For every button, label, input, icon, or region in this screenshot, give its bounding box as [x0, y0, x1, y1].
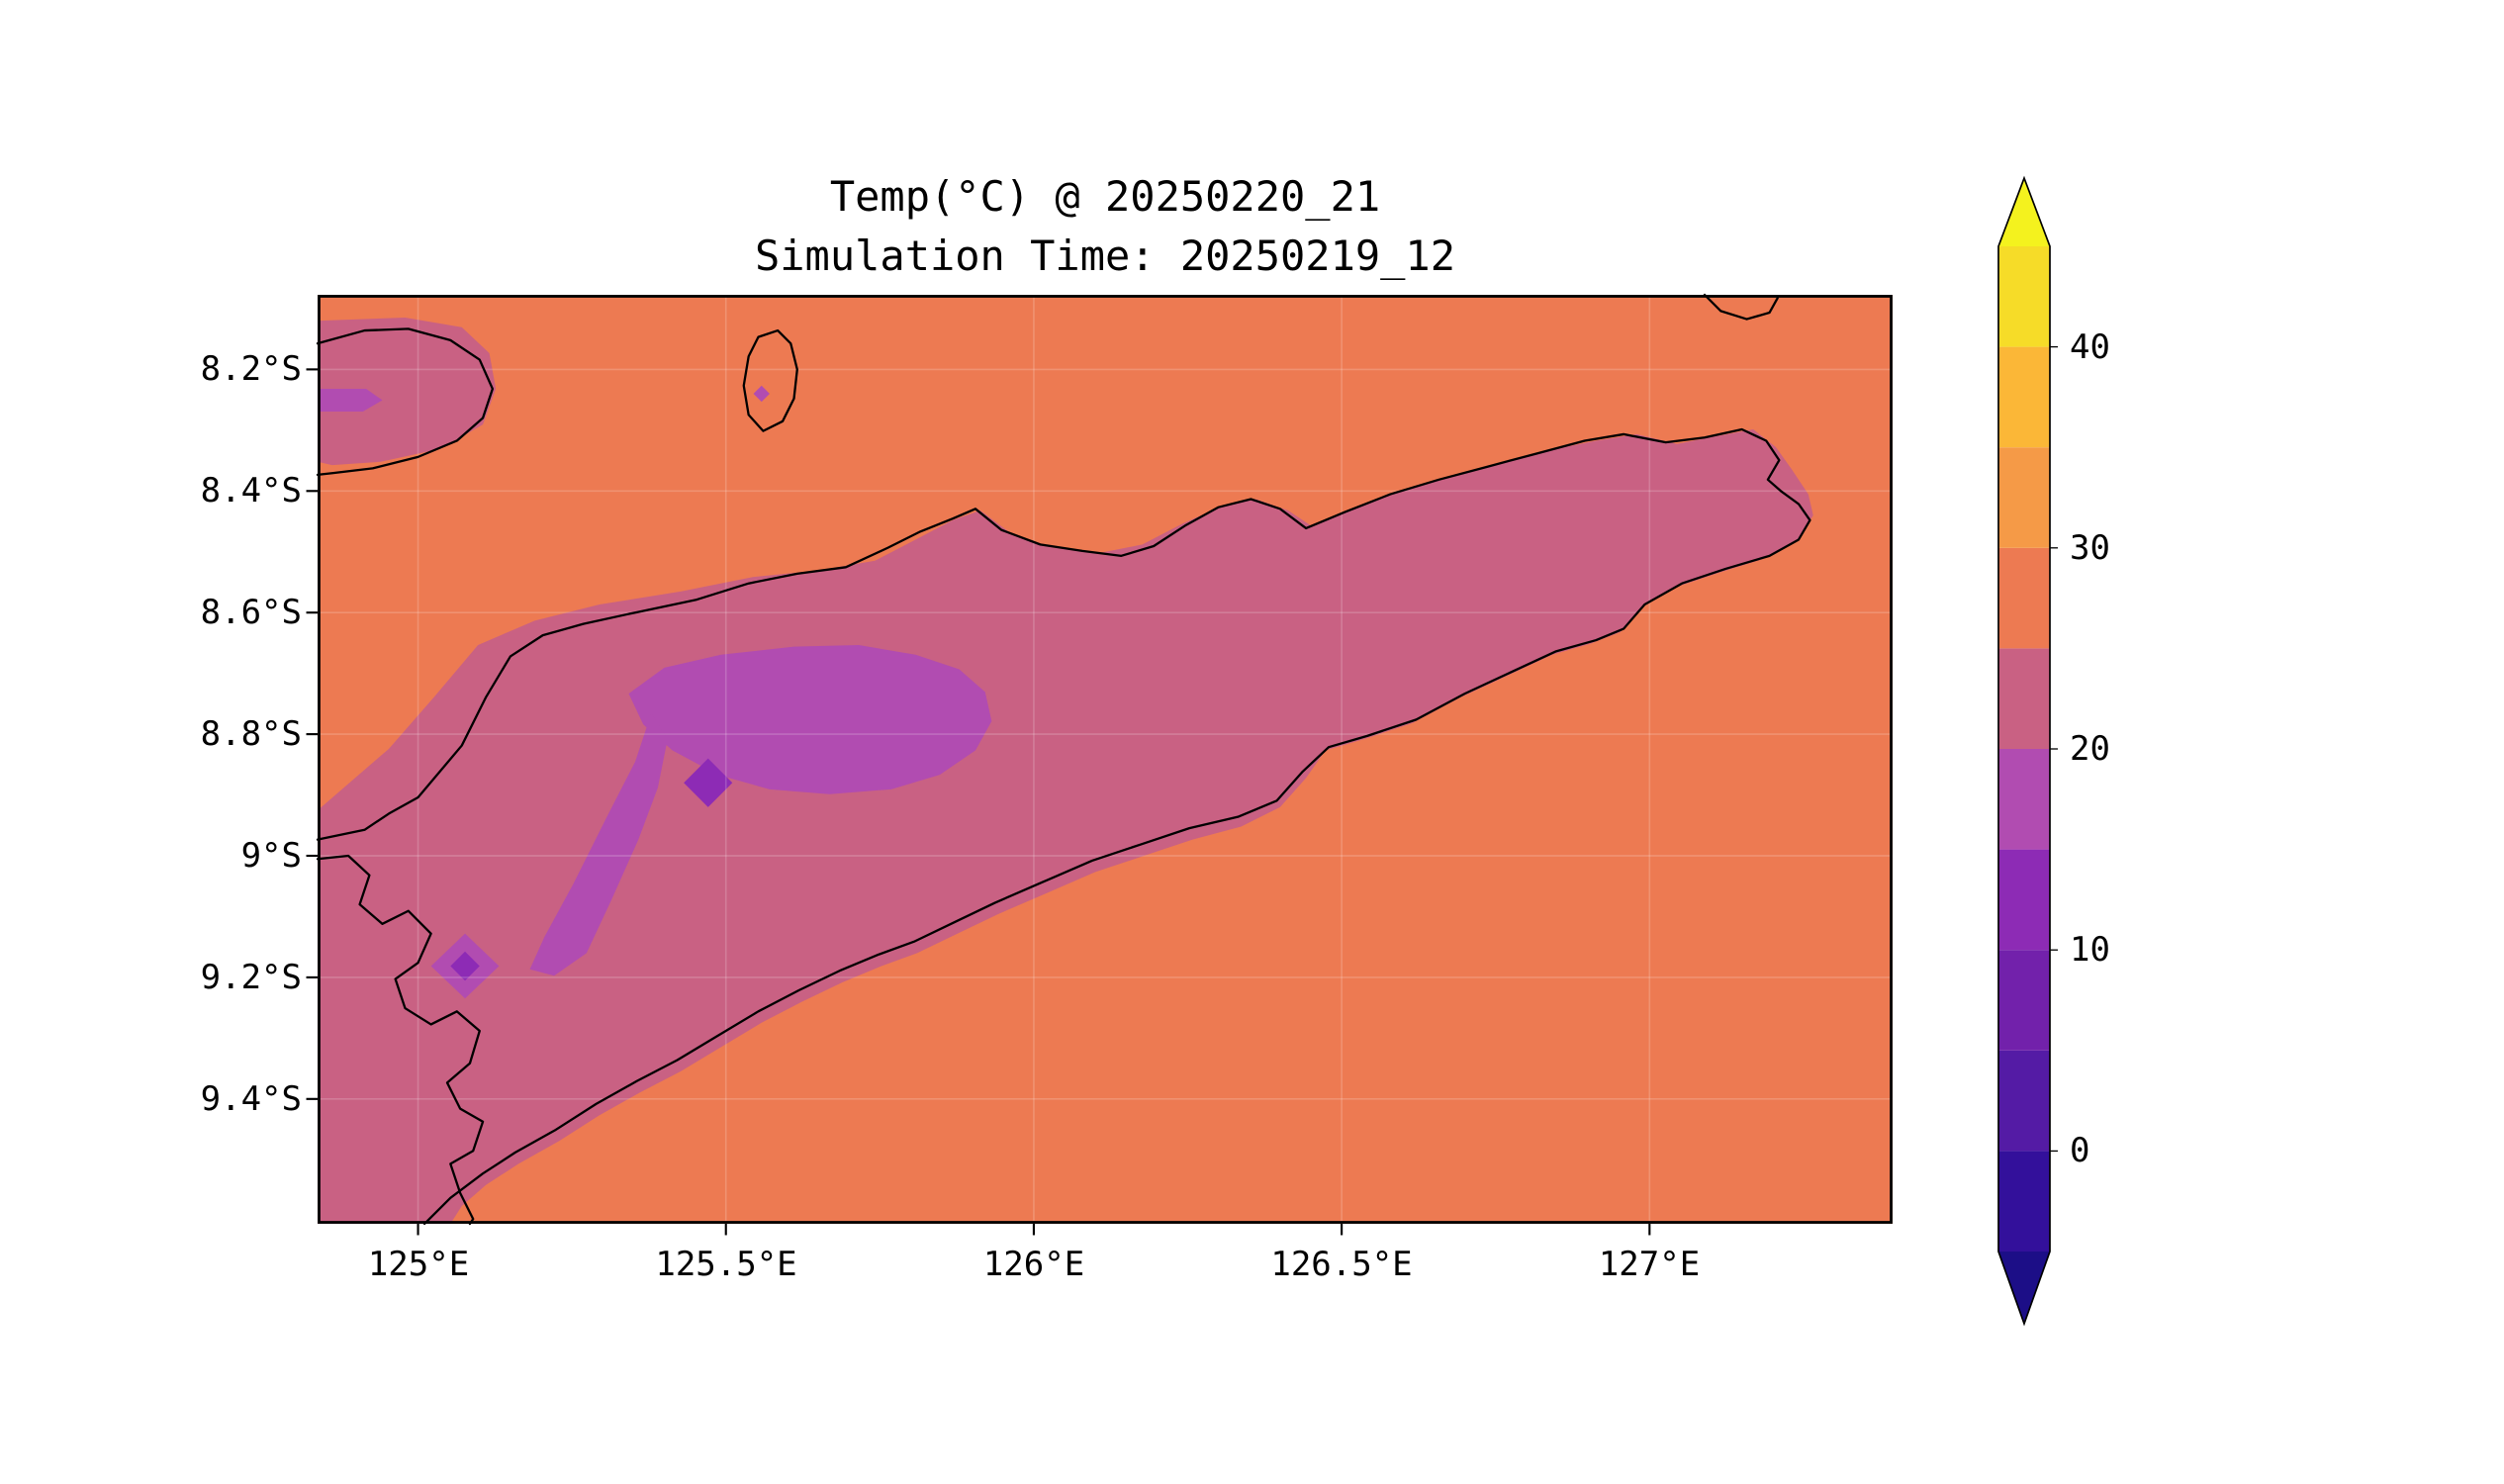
- xtick-126.5E: 126.5°E: [1270, 1245, 1413, 1284]
- colorbar-seg-2: [1998, 950, 2050, 1051]
- colorbar-seg-9: [1998, 246, 2050, 347]
- chart-subtitle: Simulation Time: 20250219_12: [754, 232, 1455, 280]
- ytick-8.8S: 8.8°S: [200, 714, 302, 754]
- colorbar-seg-8: [1998, 346, 2050, 448]
- ytick-9S: 9°S: [240, 836, 302, 876]
- axis-tickmarks: [306, 368, 1651, 1236]
- chart-title: Temp(°C) @ 20250220_21: [829, 172, 1381, 221]
- colorbar-seg-3: [1998, 849, 2050, 951]
- ytick-8.4S: 8.4°S: [200, 471, 302, 510]
- colorbar-seg-1: [1998, 1050, 2050, 1152]
- highlands-tail-fill-15-20: [529, 712, 668, 976]
- gridlines: [318, 295, 1894, 1224]
- colorbar-seg-6: [1998, 547, 2050, 649]
- colorbar-outline: [1997, 175, 2051, 1327]
- nw-blob-fill-20-25: [318, 317, 497, 466]
- colorbar-tickmarks: [2050, 345, 2058, 1153]
- ytick-8.6S: 8.6°S: [200, 593, 302, 632]
- colorbar-seg-5: [1998, 648, 2050, 749]
- xtick-125.5E: 125.5°E: [655, 1245, 797, 1284]
- island-band-fill-20-25: [318, 429, 1813, 1224]
- cbtick-30: 30: [2070, 528, 2110, 568]
- colorbar: [1997, 175, 2058, 1327]
- cbtick-10: 10: [2070, 930, 2110, 970]
- timor-coastline: [316, 427, 1811, 1226]
- xtick-126E: 126°E: [982, 1245, 1085, 1284]
- ytick-9.4S: 9.4°S: [200, 1079, 302, 1119]
- contour-fills: [318, 295, 1893, 1224]
- colorbar-seg-4: [1998, 749, 2050, 850]
- colorbar-under-arrow: [1998, 1252, 2050, 1324]
- cold-core-diamond-10-15: [684, 758, 733, 807]
- nw-island-coastline: [316, 327, 495, 477]
- xtick-125E: 125°E: [367, 1245, 470, 1284]
- map-plot: [306, 293, 1894, 1236]
- cbtick-20: 20: [2070, 729, 2110, 769]
- cbtick-40: 40: [2070, 327, 2110, 367]
- ne-coastline-fragment: [1703, 293, 1779, 321]
- xtick-127E: 127°E: [1598, 1245, 1701, 1284]
- highlands-patch-fill-15-20: [628, 644, 992, 794]
- atauro-island-coastline: [742, 328, 798, 432]
- colorbar-seg-7: [1998, 447, 2050, 548]
- atauro-dot-15-20: [753, 385, 770, 403]
- nw-purple-sliver-15-20: [318, 389, 383, 412]
- plot-frame: [318, 295, 1893, 1224]
- ytick-8.2S: 8.2°S: [200, 349, 302, 389]
- sw-coastline-wiggle: [316, 854, 485, 1226]
- coastlines: [316, 293, 1811, 1226]
- colorbar-seg-0: [1998, 1151, 2050, 1252]
- cbtick-0: 0: [2070, 1131, 2090, 1170]
- colorbar-over-arrow: [1998, 178, 2050, 246]
- ytick-9.2S: 9.2°S: [200, 958, 302, 997]
